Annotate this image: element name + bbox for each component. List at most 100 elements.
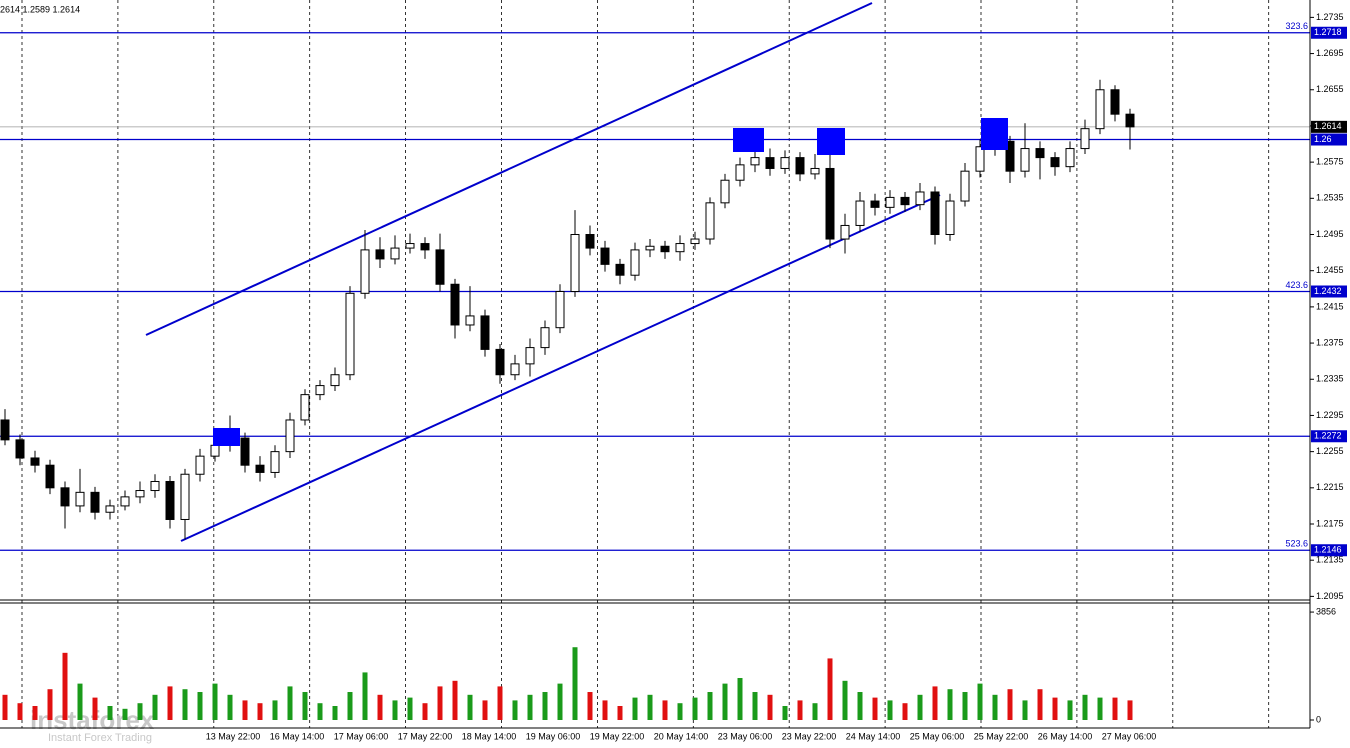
volume-bar — [302, 692, 308, 720]
volume-bar — [602, 700, 608, 720]
x-tick-label: 25 May 06:00 — [910, 731, 965, 741]
candle-body — [420, 243, 430, 251]
candle-body — [165, 480, 175, 520]
volume-bar — [902, 703, 908, 720]
candle-body — [795, 157, 805, 175]
candle-body — [270, 451, 280, 473]
y-tick-label: 1.2175 — [1316, 518, 1344, 528]
volume-bar — [497, 686, 503, 720]
candle-body — [285, 419, 295, 453]
candle-body — [180, 473, 190, 520]
candle-body — [465, 315, 475, 326]
x-tick-label: 27 May 06:00 — [1102, 731, 1157, 741]
volume-bar — [257, 703, 263, 720]
y-tick-label: 1.2335 — [1316, 374, 1344, 384]
volume-bar — [392, 700, 398, 720]
candle-body — [915, 191, 925, 206]
volume-bar — [1037, 689, 1043, 720]
volume-bar — [527, 694, 533, 720]
candle-body — [510, 363, 520, 376]
candle-body — [150, 480, 160, 492]
candle-body — [945, 200, 955, 236]
candle-body — [315, 385, 325, 396]
level-label-box — [1311, 430, 1347, 443]
volume-bar — [332, 706, 338, 720]
candle-body — [705, 202, 715, 240]
fib-label: 523.6 — [1285, 539, 1308, 549]
volume-bar — [107, 706, 113, 720]
candle-body — [960, 170, 970, 202]
candle-body — [780, 157, 790, 169]
watermark-sub: Instant Forex Trading — [48, 732, 152, 744]
candle-body — [30, 457, 40, 466]
candle-body — [1050, 157, 1060, 168]
candle-body — [480, 315, 490, 350]
level-label-box — [1311, 544, 1347, 557]
y-tick-label: 1.2535 — [1316, 193, 1344, 203]
candle-body — [375, 249, 385, 260]
volume-bar — [1052, 697, 1058, 720]
level-label-box — [1311, 285, 1347, 298]
volume-bar — [122, 708, 128, 720]
candle-body — [765, 157, 775, 169]
candle-body — [390, 247, 400, 260]
volume-bar — [1097, 697, 1103, 720]
volume-bar — [542, 692, 548, 720]
volume-bar — [32, 706, 38, 720]
candle-body — [1095, 89, 1105, 130]
channel-upper — [145, 2, 873, 336]
volume-bar — [752, 692, 758, 720]
volume-bar — [437, 686, 443, 720]
x-tick-label: 23 May 22:00 — [782, 731, 837, 741]
candle-body — [525, 347, 535, 365]
candle-body — [135, 490, 145, 498]
y-tick-label: 1.2215 — [1316, 482, 1344, 492]
volume-bar — [1022, 700, 1028, 720]
last-price-box — [1311, 120, 1347, 133]
y-tick-label: 1.2375 — [1316, 337, 1344, 347]
volume-bar — [947, 689, 953, 720]
candle-body — [195, 455, 205, 475]
vol-tick-label: 0 — [1316, 714, 1321, 724]
candle-body — [675, 243, 685, 253]
y-tick-label: 1.2255 — [1316, 446, 1344, 456]
volume-bar — [992, 694, 998, 720]
volume-bar — [1127, 700, 1133, 720]
volume-bar — [407, 697, 413, 720]
candle-body — [435, 249, 445, 285]
candle-body — [690, 238, 700, 245]
candle-body — [105, 505, 115, 513]
channel-lower — [180, 194, 941, 542]
level-label-box — [1311, 133, 1347, 146]
volume-bar — [962, 692, 968, 720]
candle-body — [300, 394, 310, 421]
marker — [981, 118, 1008, 150]
volume-bar — [722, 683, 728, 720]
candle-body — [900, 196, 910, 206]
candle-body — [120, 496, 130, 507]
volume-bar — [317, 703, 323, 720]
candle-body — [600, 247, 610, 265]
volume-bar — [812, 703, 818, 720]
vol-tick-label: 3856 — [1316, 606, 1336, 616]
volume-bar — [377, 694, 383, 720]
candle-body — [615, 263, 625, 276]
candle-body — [585, 234, 595, 249]
volume-bar — [137, 703, 143, 720]
candle-body — [750, 157, 760, 166]
volume-bar — [872, 697, 878, 720]
x-tick-label: 18 May 14:00 — [462, 731, 517, 741]
candle-body — [1065, 148, 1075, 168]
volume-bar — [1082, 694, 1088, 720]
x-tick-label: 19 May 22:00 — [590, 731, 645, 741]
volume-bar — [782, 706, 788, 720]
volume-bar — [677, 703, 683, 720]
volume-bar — [932, 686, 938, 720]
candle-body — [555, 291, 565, 329]
candle-body — [1020, 148, 1030, 172]
y-tick-label: 1.2495 — [1316, 229, 1344, 239]
y-tick-label: 1.2735 — [1316, 12, 1344, 22]
candle-body — [330, 374, 340, 387]
